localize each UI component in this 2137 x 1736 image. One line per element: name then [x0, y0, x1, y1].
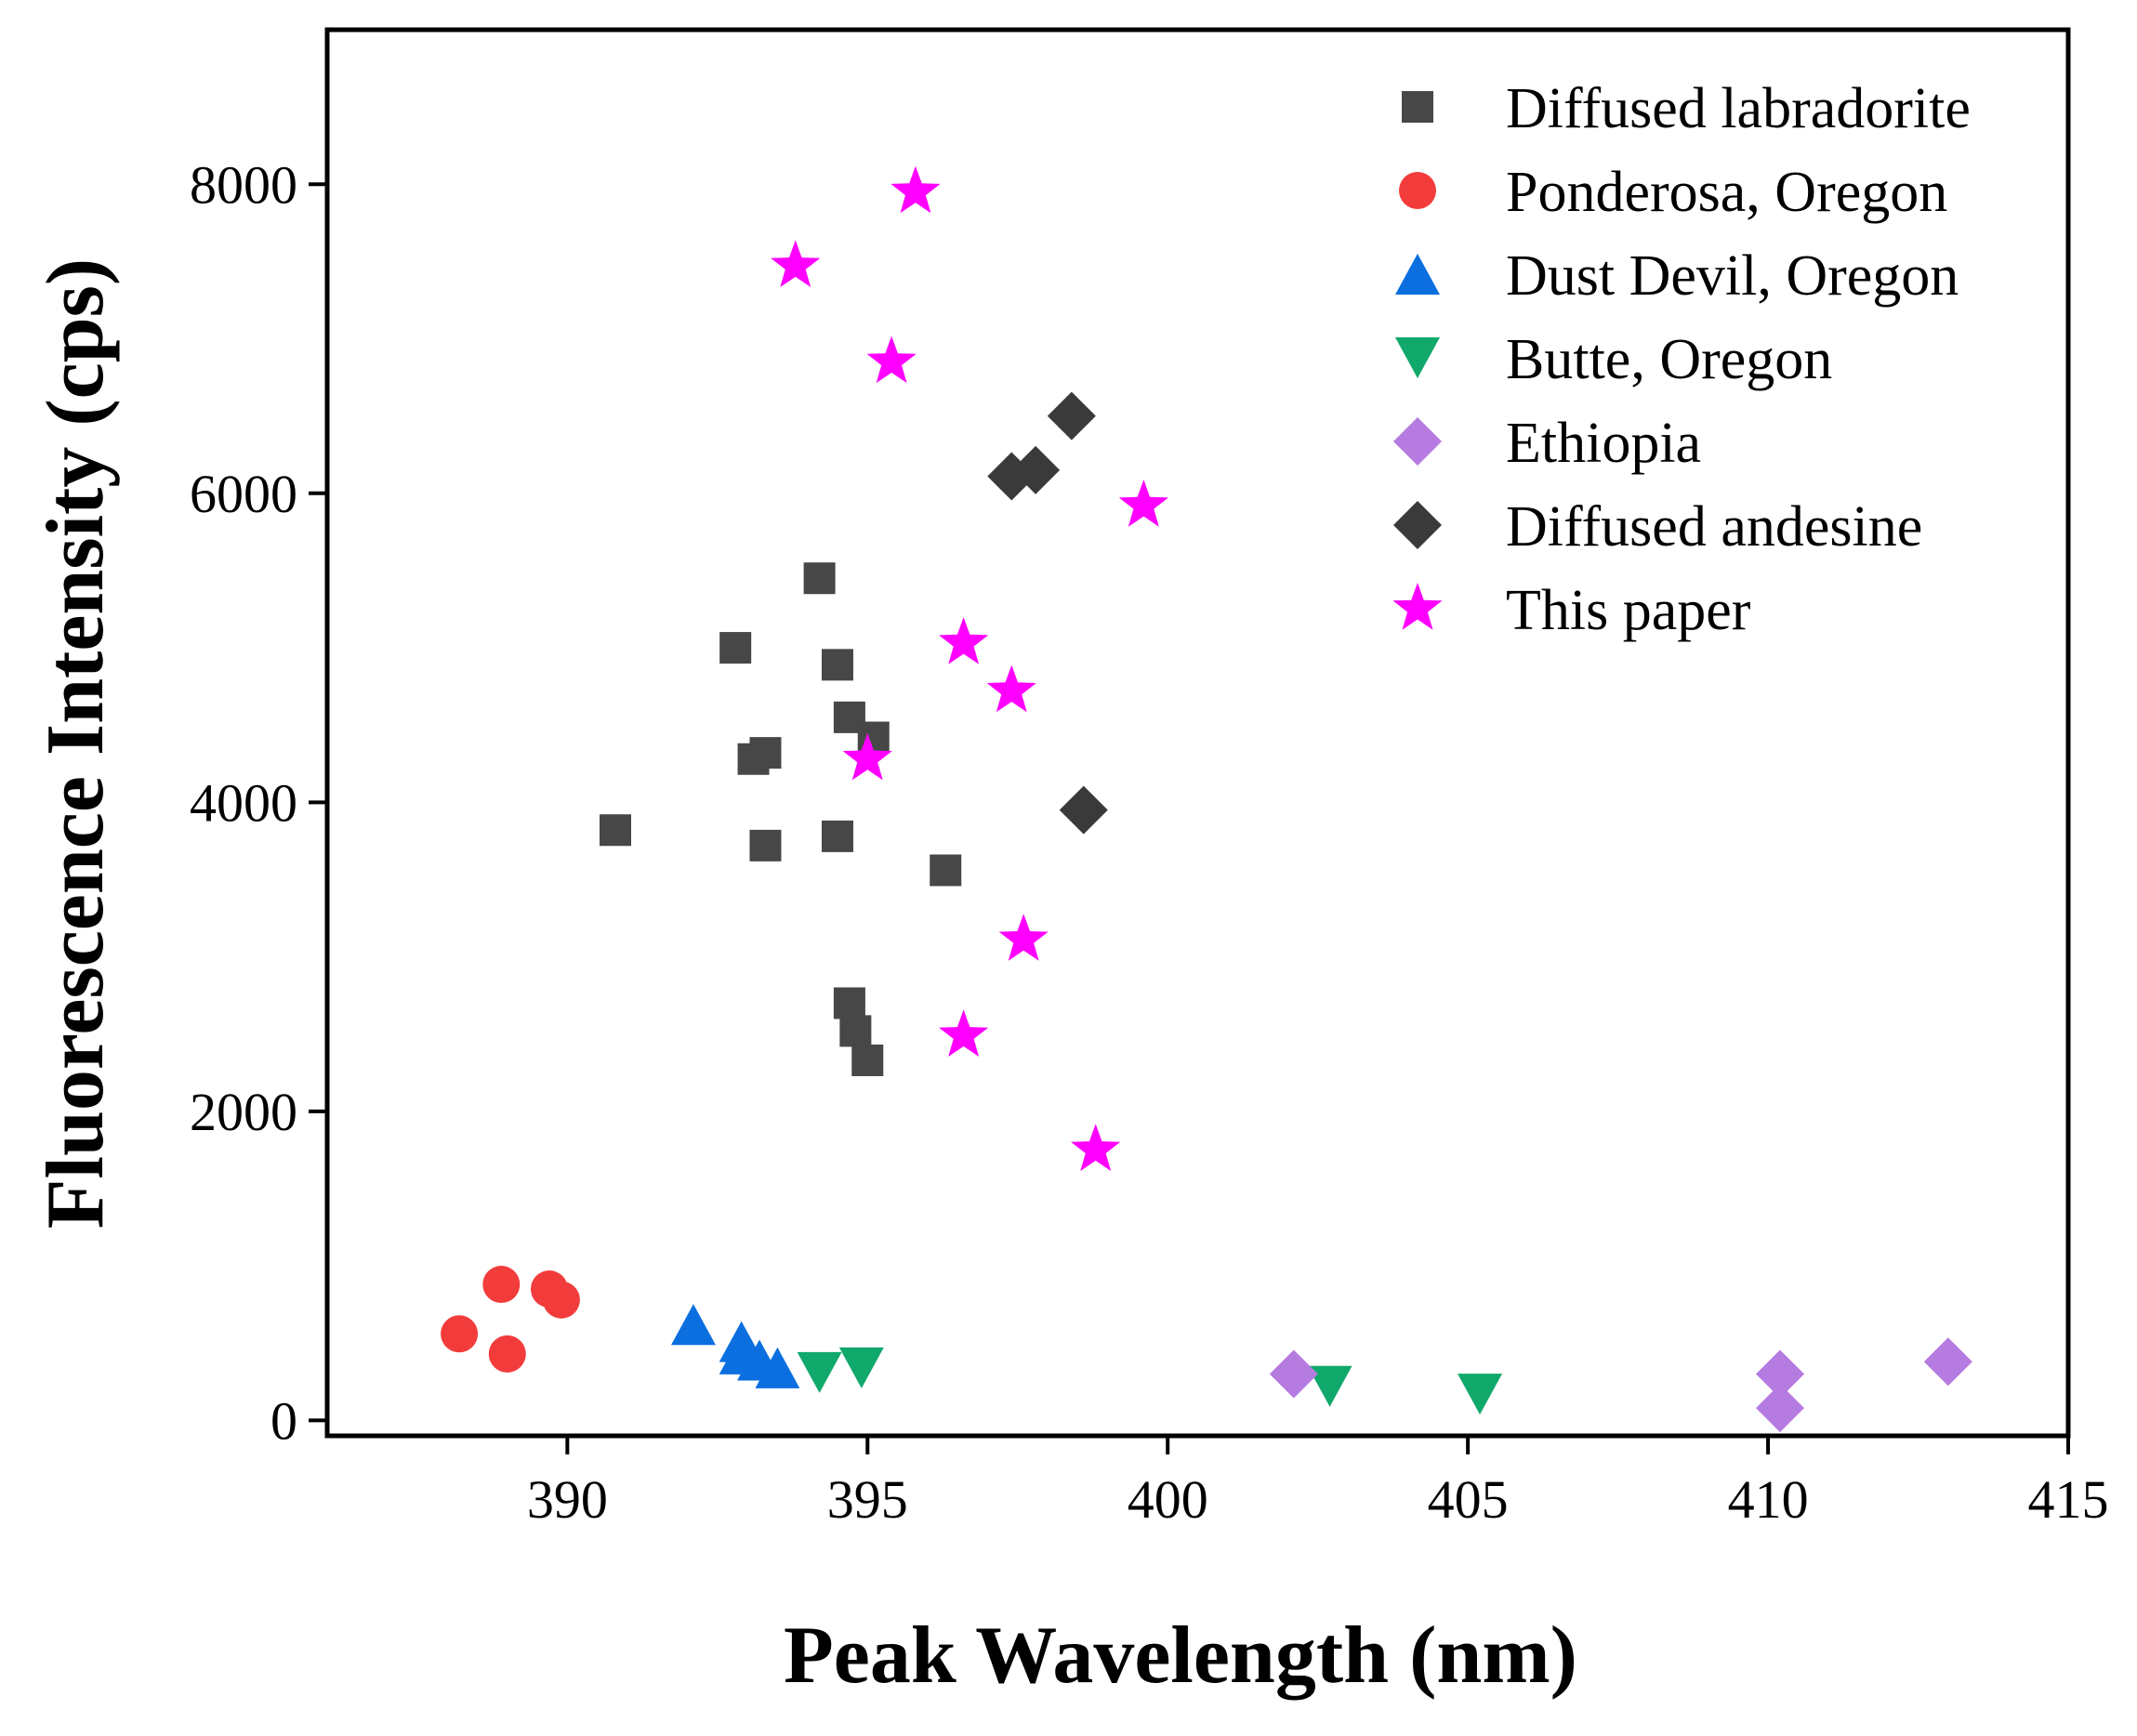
data-point [939, 617, 989, 664]
legend-label: Dust Devil, Oregon [1506, 244, 1959, 308]
x-axis-title: Peak Wavelength (nm) [784, 1611, 1577, 1701]
data-point [839, 1015, 872, 1047]
data-point [1071, 1124, 1121, 1172]
data-point [719, 632, 752, 664]
y-tick-label: 0 [270, 1390, 297, 1451]
plot-area [441, 165, 1972, 1433]
x-tick-label: 400 [1128, 1469, 1208, 1530]
data-point [986, 664, 1036, 713]
legend-label: Diffused andesine [1506, 495, 1922, 559]
data-point [1755, 1384, 1804, 1433]
data-point [939, 1009, 989, 1057]
legend-label: Ponderosa, Oregon [1506, 161, 1947, 224]
data-point [1458, 1374, 1503, 1415]
data-point [1307, 1365, 1352, 1407]
series-1 [441, 1266, 580, 1373]
data-point [930, 854, 962, 887]
data-point [755, 1347, 800, 1388]
data-point [542, 1281, 580, 1319]
legend-entry: Diffused labradorite [1402, 77, 1971, 140]
legend-entry: Diffused andesine [1393, 495, 1922, 559]
data-point [1269, 1349, 1318, 1399]
x-tick-label: 390 [527, 1469, 608, 1530]
series-5 [987, 391, 1108, 835]
data-point [890, 165, 941, 214]
series-6 [771, 165, 1168, 1172]
legend-entry: Ponderosa, Oregon [1399, 161, 1947, 224]
legend-entry: Ethiopia [1393, 412, 1701, 475]
legend-label: Butte, Oregon [1506, 328, 1832, 391]
legend-entry: Butte, Oregon [1395, 328, 1832, 391]
data-point [600, 814, 632, 847]
series-4 [1269, 1337, 1972, 1433]
data-point [749, 737, 782, 769]
data-point [1059, 785, 1108, 835]
plot-frame [324, 27, 2071, 1439]
legend-label: This paper [1506, 579, 1751, 642]
data-point [488, 1335, 526, 1373]
x-tick-label: 395 [827, 1469, 908, 1530]
x-tick-label: 405 [1428, 1469, 1509, 1530]
legend-marker [1399, 172, 1436, 209]
y-tick-label: 2000 [190, 1082, 297, 1142]
data-point [838, 1347, 884, 1388]
data-point [797, 1351, 842, 1393]
legend-marker [1393, 417, 1442, 466]
data-point [482, 1266, 521, 1304]
legend: Diffused labradorite Ponderosa, Oregon Dus… [1392, 77, 1971, 642]
legend-entry: This paper [1392, 579, 1751, 642]
legend-entry: Dust Devil, Oregon [1395, 244, 1959, 308]
data-point [771, 240, 821, 287]
legend-marker [1395, 337, 1440, 378]
legend-marker [1395, 254, 1440, 295]
data-point [1118, 480, 1168, 527]
x-tick-label: 415 [2028, 1469, 2109, 1530]
x-tick-label: 410 [1728, 1469, 1809, 1530]
y-tick-label: 6000 [190, 464, 297, 524]
data-point [866, 335, 917, 384]
data-point [803, 562, 836, 595]
data-point [1755, 1349, 1804, 1399]
data-point [670, 1304, 716, 1346]
data-point [1923, 1337, 1972, 1387]
data-point [821, 820, 853, 852]
legend-marker [1392, 583, 1443, 630]
y-tick-label: 4000 [190, 772, 297, 833]
data-point [998, 914, 1049, 961]
y-axis-title: Fluorescence Intensity (cps) [31, 258, 121, 1229]
data-point [833, 987, 865, 1019]
data-point [821, 649, 853, 681]
axes: 390 395 400 405 410 415 0 2000 4000 6000 8000 [190, 27, 2109, 1530]
series-3 [797, 1347, 1503, 1415]
data-point [851, 1044, 884, 1076]
legend-label: Diffused labradorite [1506, 77, 1971, 140]
data-point [441, 1315, 479, 1353]
data-point [1047, 391, 1096, 441]
data-point [842, 732, 892, 781]
y-tick-label: 8000 [190, 154, 297, 215]
legend-marker [1393, 501, 1442, 549]
series-0 [600, 562, 962, 1076]
legend-marker [1402, 91, 1433, 123]
data-point [1011, 445, 1061, 494]
legend-label: Ethiopia [1506, 412, 1701, 475]
series-2 [670, 1304, 800, 1388]
data-point [749, 829, 782, 861]
